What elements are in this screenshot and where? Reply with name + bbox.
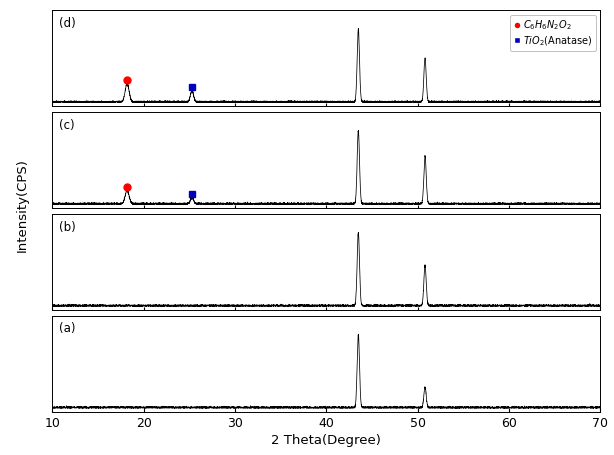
Text: Intensity(CPS): Intensity(CPS) xyxy=(15,158,28,252)
Text: (c): (c) xyxy=(59,119,74,131)
Legend: $C_6H_6N_2O_2$, $TiO_2$(Anatase): $C_6H_6N_2O_2$, $TiO_2$(Anatase) xyxy=(510,15,596,51)
Text: (a): (a) xyxy=(59,323,76,335)
Text: (b): (b) xyxy=(59,221,76,233)
X-axis label: 2 Theta(Degree): 2 Theta(Degree) xyxy=(271,434,381,447)
Text: (d): (d) xyxy=(59,17,76,30)
